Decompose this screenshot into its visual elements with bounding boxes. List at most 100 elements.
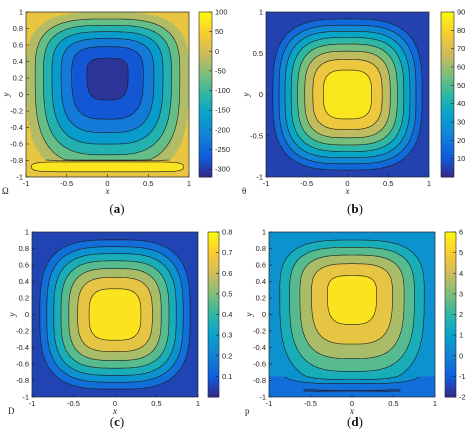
colorbar-segment	[208, 339, 219, 343]
colorbar-segment	[441, 47, 454, 51]
y-tick-label: -0.4	[10, 123, 23, 132]
colorbar-segment	[208, 273, 219, 277]
x-axis-label: x	[105, 186, 110, 196]
colorbar-segment	[445, 342, 456, 346]
panel-label: (c)	[110, 414, 124, 429]
colorbar-segment	[199, 36, 212, 40]
colorbar-segment	[441, 149, 454, 153]
colorbar-segment	[199, 124, 212, 128]
colorbar-segment	[208, 306, 219, 310]
x-tick-label: 0	[113, 399, 117, 408]
contour-line-4	[297, 43, 398, 146]
colorbar-segment	[441, 45, 454, 49]
x-tick-label: 1	[427, 179, 431, 188]
colorbar-segment	[445, 366, 456, 370]
contour-line-4	[43, 25, 172, 156]
colorbar-tick-label: 70	[457, 44, 465, 53]
contour-line-5	[77, 277, 153, 352]
colorbar-segment	[199, 23, 212, 27]
x-tick-label: 0.5	[151, 399, 161, 408]
panel-label: (a)	[109, 201, 124, 216]
colorbar-segment	[441, 97, 454, 101]
colorbar-segment	[199, 91, 212, 95]
colorbar-segment	[208, 292, 219, 296]
colorbar-segment	[199, 72, 212, 76]
y-tick-label: -0.2	[253, 327, 266, 336]
y-tick-label: -0.5	[250, 131, 263, 140]
x-tick-label: 0.5	[388, 399, 398, 408]
colorbar-segment	[208, 300, 219, 304]
colorbar-segment	[199, 157, 212, 161]
colorbar-segment	[441, 25, 454, 29]
y-tick-label: 1	[25, 228, 29, 237]
colorbar-segment	[445, 300, 456, 304]
colorbar-segment	[445, 270, 456, 274]
colorbar-segment	[199, 86, 212, 90]
colorbar-segment	[441, 12, 454, 16]
colorbar-segment	[208, 355, 219, 359]
colorbar-segment	[199, 149, 212, 153]
colorbar-segment	[441, 144, 454, 148]
colorbar-segment	[441, 155, 454, 159]
colorbar-segment	[199, 111, 212, 115]
colorbar-segment	[441, 80, 454, 84]
colorbar-segment	[445, 243, 456, 247]
y-tick-label: -0.8	[16, 376, 29, 385]
colorbar-segment	[441, 166, 454, 170]
y-tick-label: 0.4	[19, 277, 29, 286]
colorbar-segment	[199, 34, 212, 38]
colorbar-segment	[208, 369, 219, 373]
colorbar-tick-label: 0.5	[222, 289, 232, 298]
panel-d: -1 -0.5 0 0.5 1 -1 -0.8 -0.6 -0.4 -0.2 0 0.2 0.4 0.6 0…	[244, 228, 466, 430]
colorbar-segment	[199, 28, 212, 32]
x-tick-label: 0	[350, 399, 354, 408]
colorbar-segment	[445, 295, 456, 299]
colorbar: 90 80 70 60 50 40 30 20 10	[440, 8, 465, 178]
colorbar-tick-label: 80	[457, 26, 465, 35]
colorbar-segment	[441, 122, 454, 126]
colorbar-segment	[208, 386, 219, 390]
colorbar-segment	[445, 240, 456, 244]
x-tick-label: 1	[433, 399, 437, 408]
colorbar-segment	[208, 320, 219, 324]
colorbar-segment	[445, 287, 456, 291]
colorbar-segment	[208, 284, 219, 288]
colorbar-segment	[208, 325, 219, 329]
colorbar-segment	[199, 80, 212, 84]
colorbar-segment	[445, 256, 456, 260]
colorbar-segment	[199, 47, 212, 51]
panel-c: -1 -0.5 0 0.5 1-1-0.8-0.6-0.4-0.200.20.40.60…	[7, 228, 232, 430]
colorbar-segment	[441, 124, 454, 128]
colorbar-segment	[199, 160, 212, 164]
y-tick-label: -1	[22, 393, 29, 402]
colorbar-segment	[445, 391, 456, 395]
colorbar-segment	[208, 375, 219, 379]
colorbar-segment	[208, 366, 219, 370]
colorbar-segment	[208, 394, 219, 398]
colorbar-segment	[441, 58, 454, 62]
colorbar-segment	[441, 94, 454, 98]
colorbar-frame	[198, 11, 213, 178]
colorbar-segment	[441, 20, 454, 24]
colorbar-segment	[208, 237, 219, 241]
colorbar-segment	[441, 174, 454, 178]
colorbar-segment	[199, 174, 212, 178]
colorbar-segment	[199, 119, 212, 123]
colorbar-segment	[199, 53, 212, 57]
colorbar-segment	[199, 12, 212, 16]
colorbar-segment	[445, 306, 456, 310]
colorbar-segment	[199, 75, 212, 79]
colorbar-segment	[445, 364, 456, 368]
colorbar-segment	[441, 146, 454, 150]
x-tick-label: -1	[266, 399, 273, 408]
colorbar-segment	[208, 314, 219, 318]
colorbar-tick-label: 90	[457, 8, 465, 17]
colorbar-tick-label: 100	[215, 8, 228, 17]
y-tick-label: -0.6	[10, 140, 23, 149]
colorbar-segment	[199, 171, 212, 175]
y-tick-label: -0.8	[10, 156, 23, 165]
panel-b: -1 -0.5 0 0.5 1 -1 -0.5 0 0.5 1 x y θ 90 80 70 60 50 40 30 2…	[241, 8, 465, 217]
contour-line-5	[311, 263, 393, 345]
x-tick-label: 0.5	[143, 179, 153, 188]
colorbar-tick-label: 0.7	[222, 248, 232, 257]
